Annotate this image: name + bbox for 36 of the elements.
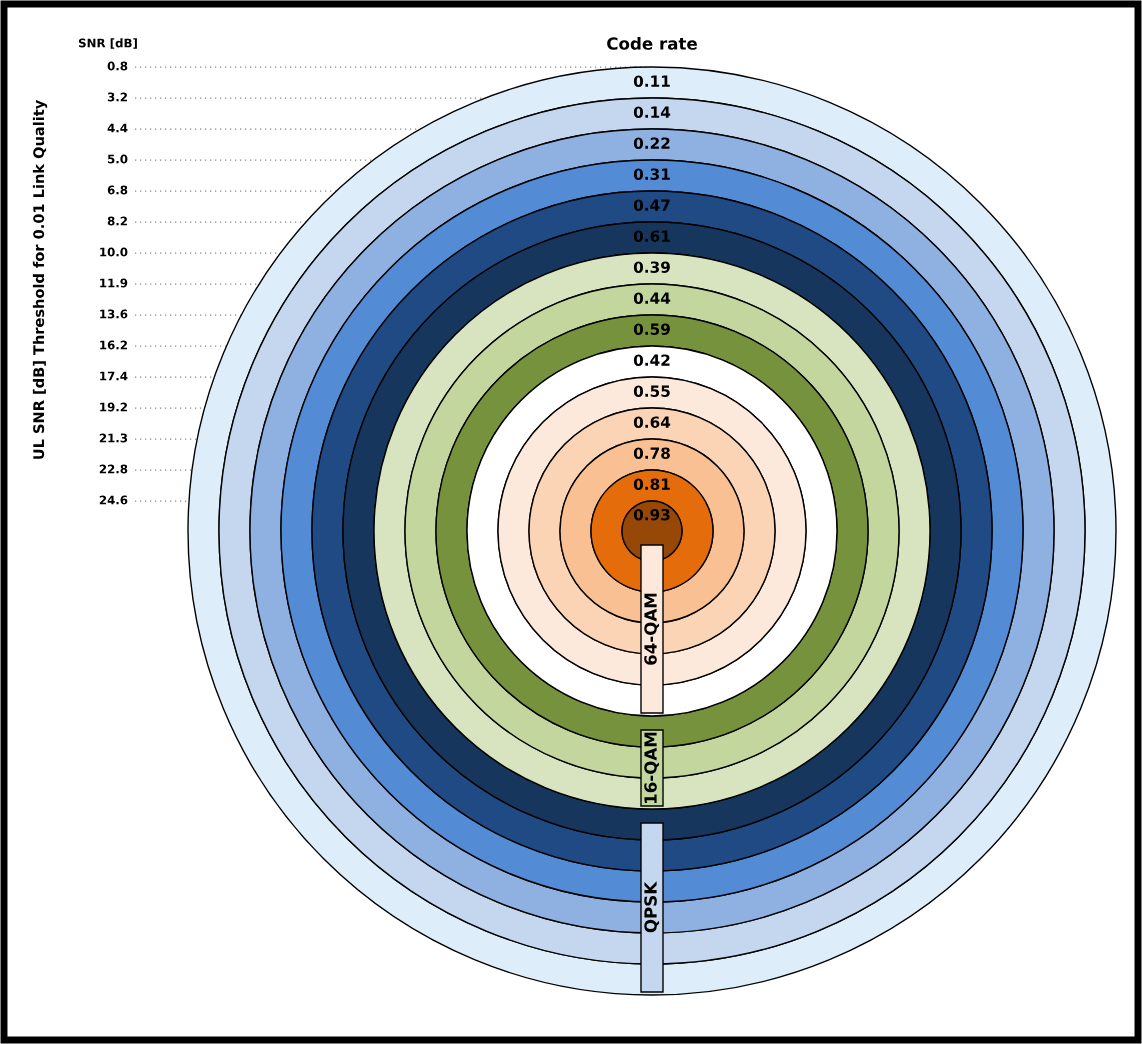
category-label: 10.0: [100, 247, 128, 257]
category-label: 4.4: [107, 123, 128, 133]
data-label: 0.81: [633, 478, 670, 490]
text: SNR [dB]: [78, 38, 137, 49]
category-label: 8.2: [107, 216, 127, 226]
category-label: 13.6: [100, 309, 128, 319]
data-label: 0.42: [633, 354, 670, 366]
category-label: 5.0: [108, 154, 128, 164]
category-label: 16.2: [100, 340, 127, 350]
data-label: 0.14: [633, 106, 671, 118]
category-label: 6.8: [107, 185, 128, 195]
category-label: 19.2: [100, 402, 127, 412]
category-label: 0.8: [107, 61, 128, 71]
data-label: 0.64: [633, 416, 671, 428]
data-label: 0.55: [633, 385, 670, 397]
data-label: 0.31: [633, 168, 670, 180]
text: QPSK: [644, 881, 660, 933]
category-label: 11.9: [100, 278, 128, 288]
category-label: 17.4: [100, 371, 128, 381]
category-label: 24.6: [99, 495, 128, 505]
data-label: 0.39: [633, 261, 670, 273]
data-label: 0.44: [633, 292, 671, 304]
text: Code rate: [607, 36, 697, 50]
data-label: 0.93: [633, 508, 670, 521]
series-label: 16-QAM: [644, 732, 660, 803]
category-label: 22.8: [99, 464, 128, 474]
category-label: 21.3: [99, 433, 128, 443]
text: UL SNR [dB] Threshold for 0.01 Link Quality: [32, 100, 48, 459]
data-label: 0.11: [633, 75, 670, 87]
data-label: 0.78: [633, 447, 670, 459]
data-label: 0.61: [633, 230, 670, 242]
series-label: 64-QAM: [644, 593, 660, 665]
category-label: 3.2: [107, 92, 127, 102]
data-label: 0.47: [633, 199, 670, 211]
data-label: 0.22: [633, 137, 670, 149]
data-label: 0.59: [633, 323, 670, 335]
